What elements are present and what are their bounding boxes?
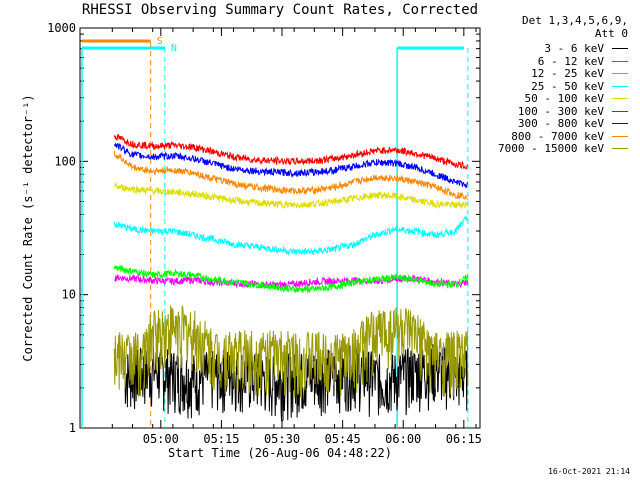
legend-item: 300 - 800 keV (518, 117, 628, 130)
saa-flag-label: S (157, 36, 163, 47)
x-tick-label: 06:00 (385, 432, 421, 446)
legend-label: 7000 - 15000 keV (498, 142, 604, 155)
legend-item: 100 - 300 keV (518, 105, 628, 118)
legend-label: 6 - 12 keV (537, 54, 604, 68)
legend-swatch (612, 48, 628, 49)
x-tick-label: 05:15 (203, 432, 239, 446)
legend-item: 3 - 6 keV (544, 42, 628, 55)
legend-swatch (612, 148, 628, 149)
x-tick-label: 05:45 (325, 432, 361, 446)
legend-label: 800 - 7000 keV (511, 129, 604, 143)
series-line-1 (113, 274, 469, 290)
legend-label: 3 - 6 keV (544, 42, 604, 55)
legend-label: 100 - 300 keV (517, 104, 604, 118)
x-tick-label: 05:00 (143, 432, 179, 446)
x-tick-label: 05:30 (264, 432, 300, 446)
plot-frame (79, 27, 481, 429)
legend-label: 25 - 50 keV (531, 79, 604, 93)
y-tick-label: 100 (54, 154, 76, 168)
legend-item: 50 - 100 keV (525, 92, 628, 105)
legend-swatch (612, 98, 628, 99)
legend-swatch (612, 135, 628, 137)
legend-swatch (612, 60, 628, 62)
legend-label: 300 - 800 keV (517, 117, 604, 130)
y-axis-label: Corrected Count Rate (s⁻¹ detector⁻¹) (21, 94, 35, 361)
series-line-5 (113, 133, 468, 170)
legend-header-1: Det 1,3,4,5,6,9, (522, 14, 628, 27)
series-line-8 (113, 305, 469, 398)
legend-label: 50 - 100 keV (524, 92, 604, 105)
legend-item: 6 - 12 keV (538, 55, 628, 68)
y-tick-label: 1000 (47, 21, 76, 35)
series-line-3 (113, 215, 469, 257)
legend-swatch (612, 85, 628, 87)
series-line-4 (113, 181, 469, 210)
legend-swatch (612, 123, 628, 124)
legend-item: 800 - 7000 keV (511, 130, 628, 143)
y-tick-label: 10 (62, 288, 76, 302)
legend-label: 12 - 25 keV (531, 67, 604, 80)
footer-timestamp: 16-Oct-2021 21:14 (548, 467, 630, 476)
x-axis-label: Start Time (26-Aug-06 04:48:22) (168, 446, 392, 460)
legend-item: 7000 - 15000 keV (498, 142, 628, 155)
chart-title: RHESSI Observing Summary Count Rates, Co… (81, 2, 479, 18)
series-line-2 (113, 264, 469, 295)
night-flag-label: N (171, 43, 177, 54)
series-line-6 (113, 142, 469, 189)
legend-swatch (612, 110, 628, 112)
legend-item: 12 - 25 keV (531, 67, 628, 80)
y-tick-label: 1 (69, 421, 76, 435)
legend-header-2: Att 0 (594, 27, 628, 40)
legend-swatch (612, 73, 628, 74)
legend-item: 25 - 50 keV (531, 80, 628, 93)
series-line-7 (113, 150, 468, 201)
x-tick-label: 06:15 (446, 432, 482, 446)
